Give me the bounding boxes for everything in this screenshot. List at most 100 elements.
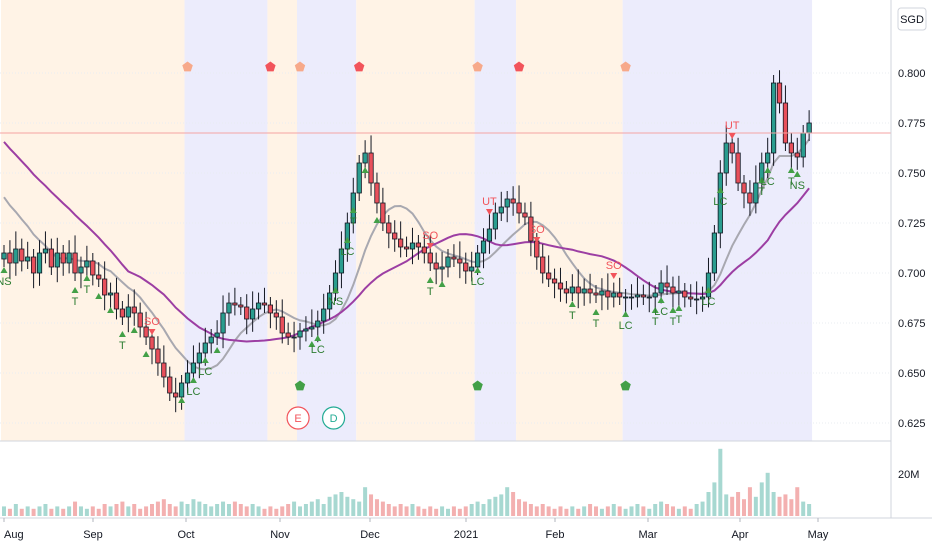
time-tick-label: Mar <box>639 529 658 541</box>
candle-body <box>315 320 321 328</box>
candle-body <box>427 252 433 264</box>
candle-body <box>173 392 179 398</box>
volume-bar <box>428 506 433 516</box>
candle-body <box>250 308 256 320</box>
candle-body <box>551 278 558 284</box>
candle-body <box>705 272 712 298</box>
volume-bar <box>617 506 622 516</box>
candle-body <box>771 82 777 154</box>
volume-bar <box>457 508 462 516</box>
candle-body <box>226 302 232 314</box>
buy-signal-label: T <box>84 284 91 296</box>
price-tick-label: 0.800 <box>898 68 926 80</box>
volume-bar <box>298 506 302 516</box>
candle-body <box>202 342 208 354</box>
candle-body <box>303 328 309 332</box>
candle-body <box>593 292 599 296</box>
volume-bar <box>475 501 480 516</box>
candle-body <box>747 192 753 204</box>
candle-body <box>634 294 641 298</box>
volume-bar <box>434 508 439 516</box>
candle-body <box>155 348 161 364</box>
volume-bar <box>173 506 178 516</box>
candle-body <box>255 302 262 310</box>
buy-signal-arrow <box>764 167 772 173</box>
sell-signal-arrow <box>610 273 618 279</box>
currency-box[interactable] <box>897 7 927 31</box>
volume-bar <box>653 504 658 516</box>
volume-bar <box>783 494 788 516</box>
buy-signal-arrow <box>349 207 357 213</box>
buy-signal-label: T <box>119 340 126 352</box>
lower-pattern-marker <box>294 380 306 391</box>
volume-bar <box>807 504 812 516</box>
time-tick-label: Oct <box>177 529 194 541</box>
volume-bar <box>446 508 450 516</box>
lower-pattern-marker <box>620 380 631 391</box>
candle-body <box>510 198 516 204</box>
volume-bar <box>623 508 628 516</box>
buy-signal-arrow <box>657 297 665 303</box>
volume-bar <box>374 499 379 516</box>
buy-signal-arrow <box>118 331 126 337</box>
time-tick-label: Sep <box>83 529 103 541</box>
candle-body <box>640 294 646 298</box>
candle-body <box>599 290 605 296</box>
candle-body <box>534 240 540 258</box>
volume-bar <box>635 504 640 516</box>
volume-bar <box>286 504 291 516</box>
volume-bar <box>469 504 474 516</box>
candle-body <box>398 238 404 248</box>
volume-bar <box>676 508 681 516</box>
candle-body <box>149 336 155 350</box>
candle-body <box>688 296 694 300</box>
volume-bar <box>771 492 776 516</box>
volume-bar <box>244 506 249 516</box>
candle-body <box>403 246 410 250</box>
volume-bar <box>161 499 166 516</box>
price-axis-ticks: 0.800 0.775 0.750 0.725 0.700 0.675 0.650 0.625 <box>898 68 926 430</box>
volume-bar <box>67 506 72 516</box>
candle-body <box>19 248 25 262</box>
candle-body <box>386 222 392 234</box>
volume-bar <box>78 506 83 516</box>
volume-bar <box>570 506 575 516</box>
candle-body <box>623 296 629 299</box>
candle-body <box>167 376 173 394</box>
volume-bar <box>167 504 172 516</box>
volume-bar <box>753 496 758 516</box>
candle-body <box>546 272 552 280</box>
candle-body <box>184 372 191 384</box>
candle-body <box>646 296 652 299</box>
upper-pattern-marker <box>354 61 365 72</box>
buy-signal-arrow <box>758 177 766 183</box>
candle-body <box>480 240 487 254</box>
candle-body <box>368 152 374 184</box>
buy-signal-arrow <box>704 287 712 293</box>
volume-bar <box>132 504 137 516</box>
lower-pattern-marker <box>472 380 483 391</box>
candle-body <box>143 326 149 338</box>
session-band <box>184 0 268 441</box>
volume-bar <box>179 501 184 516</box>
volume-bar <box>203 504 208 516</box>
buy-signal-arrow <box>332 287 340 293</box>
pattern-markers <box>182 61 631 391</box>
candle-body <box>131 306 137 314</box>
upper-pattern-marker <box>620 61 631 72</box>
candle-body <box>445 256 451 268</box>
candle-body <box>628 296 635 299</box>
time-tick-label: Nov <box>270 529 290 541</box>
event-badge[interactable] <box>286 406 310 430</box>
candle-body <box>125 306 131 318</box>
volume-bar <box>120 501 125 516</box>
candle-body <box>611 292 617 298</box>
candle-body <box>208 336 214 344</box>
event-badge[interactable] <box>322 406 346 430</box>
candle-body <box>66 252 72 264</box>
buy-signal-arrow <box>787 167 795 173</box>
candle-body <box>522 212 528 218</box>
volume-bar <box>274 508 279 516</box>
